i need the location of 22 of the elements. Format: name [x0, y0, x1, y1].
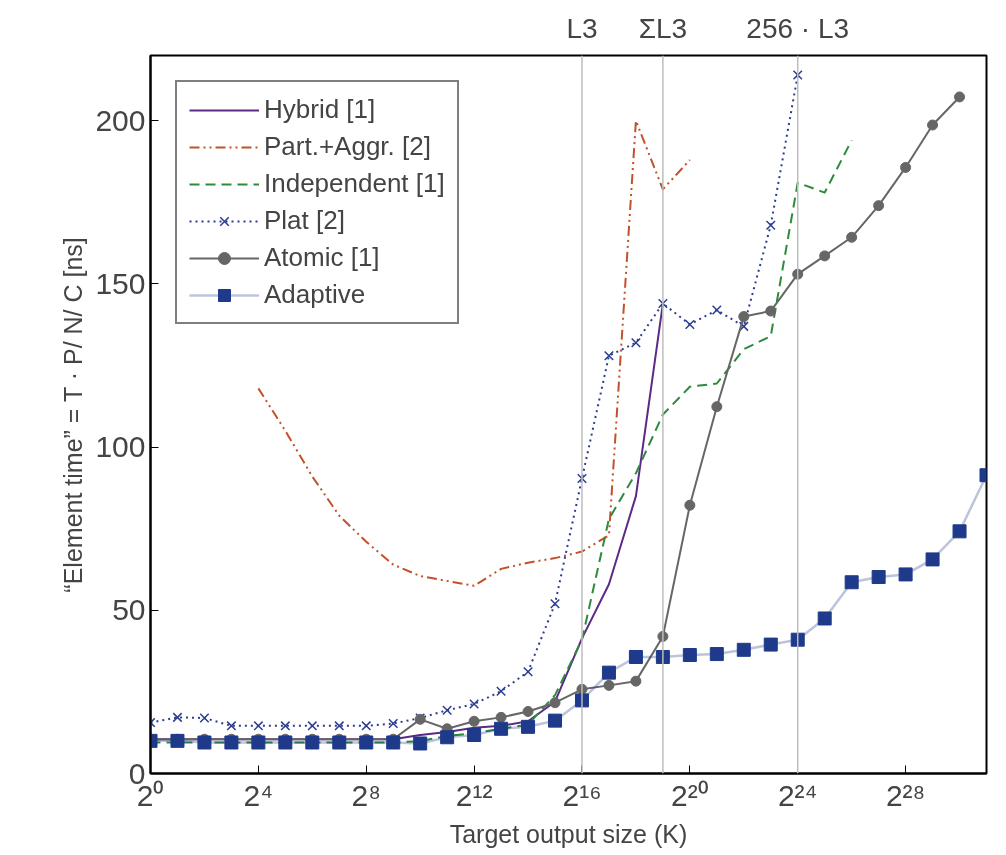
- y-axis-title: “Element time” = T · P/ N/ C [ns]: [59, 237, 88, 593]
- x-tick-label: 2⁸: [351, 778, 381, 812]
- y-tick-label: 150: [95, 266, 146, 300]
- ref-line-label: 256 · L3: [746, 12, 850, 44]
- ref-line-label: L3: [566, 12, 598, 44]
- y-tick-label: 50: [112, 593, 146, 627]
- ref-line-label: ΣL3: [638, 12, 688, 44]
- legend-label: Adaptive: [264, 279, 366, 310]
- x-tick-label: 2²⁴: [777, 778, 818, 812]
- y-tick-label: 100: [95, 430, 146, 464]
- legend-label: Part.+Aggr. [2]: [264, 131, 431, 162]
- x-axis-title: Target output size (K): [449, 819, 688, 848]
- legend-label: Independent [1]: [264, 168, 445, 199]
- x-tick-label: 2¹⁶: [562, 778, 602, 812]
- x-tick-label: 2¹²: [455, 778, 493, 812]
- y-tick-label: 200: [95, 103, 146, 137]
- legend-label: Plat [2]: [264, 205, 345, 236]
- x-tick-label: 2²⁸: [885, 778, 926, 812]
- x-tick-label: 2⁴: [243, 778, 274, 812]
- legend-label: Hybrid [1]: [264, 94, 376, 125]
- legend-label: Atomic [1]: [264, 242, 380, 273]
- x-tick-label: 2²⁰: [671, 778, 709, 812]
